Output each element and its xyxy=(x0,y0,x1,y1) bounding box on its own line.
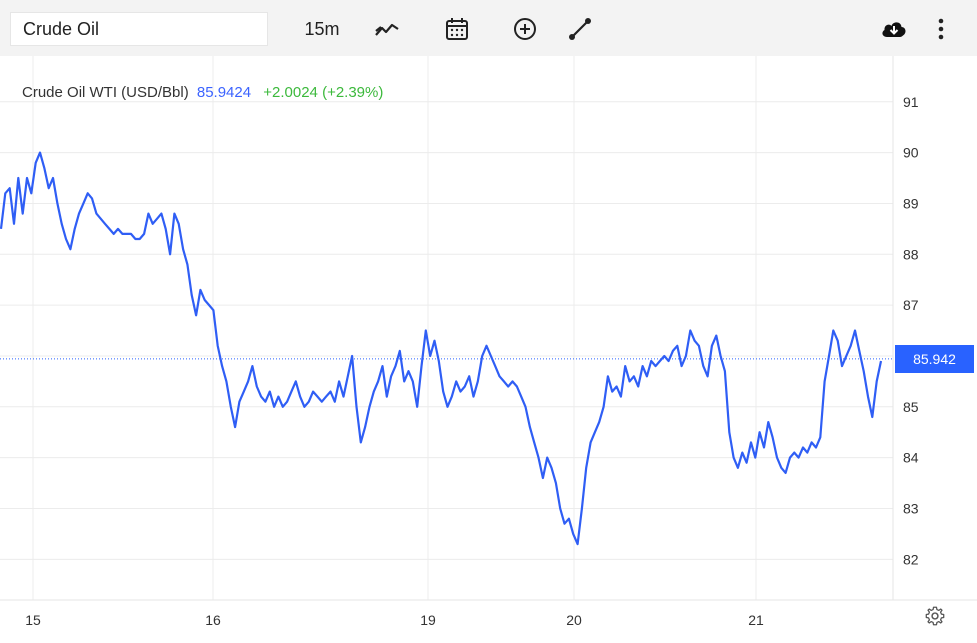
x-tick-label: 16 xyxy=(205,612,221,628)
chart-type-button[interactable] xyxy=(369,12,405,46)
y-tick-label: 91 xyxy=(903,94,919,110)
y-tick-label: 85 xyxy=(903,399,919,415)
current-price-label: 85.942 xyxy=(895,344,974,373)
legend-change: +2.0024 (+2.39%) xyxy=(263,84,384,101)
symbol-search-input[interactable]: Crude Oil xyxy=(10,12,268,46)
more-options-button[interactable] xyxy=(923,12,959,46)
more-vertical-icon xyxy=(938,18,944,40)
toolbar: Crude Oil 15m xyxy=(0,0,977,56)
interval-button[interactable]: 15m xyxy=(304,19,340,39)
x-tick-label: 19 xyxy=(420,612,436,628)
series-line-crude-oil xyxy=(0,151,883,546)
y-tick-label: 83 xyxy=(903,500,919,516)
legend-symbol-name: Crude Oil WTI (USD/Bbl) xyxy=(22,84,189,101)
y-tick-label: 89 xyxy=(903,195,919,211)
date-range-button[interactable] xyxy=(439,12,475,46)
drawing-tool-button[interactable] xyxy=(562,12,598,46)
y-tick-label: 82 xyxy=(903,551,919,567)
legend-price: 85.9424 xyxy=(196,84,252,101)
draw-line-icon xyxy=(569,18,591,40)
calendar-icon xyxy=(446,18,468,40)
add-indicator-button[interactable] xyxy=(507,12,543,46)
y-tick-label: 87 xyxy=(903,297,919,313)
chart-legend: Crude Oil WTI (USD/Bbl) 85.9424 +2.0024 … xyxy=(22,84,383,101)
y-tick-label: 84 xyxy=(903,450,919,466)
add-circle-icon xyxy=(514,18,536,40)
x-tick-label: 20 xyxy=(566,612,582,628)
y-tick-label: 88 xyxy=(903,246,919,262)
gear-icon xyxy=(925,606,945,626)
cloud-download-icon xyxy=(882,22,906,37)
y-tick-label: 90 xyxy=(903,145,919,161)
x-tick-label: 21 xyxy=(748,612,764,628)
download-button[interactable] xyxy=(876,12,912,46)
line-chart-icon xyxy=(375,23,399,36)
x-tick-label: 15 xyxy=(25,612,41,628)
chart-settings-button[interactable] xyxy=(922,603,948,629)
